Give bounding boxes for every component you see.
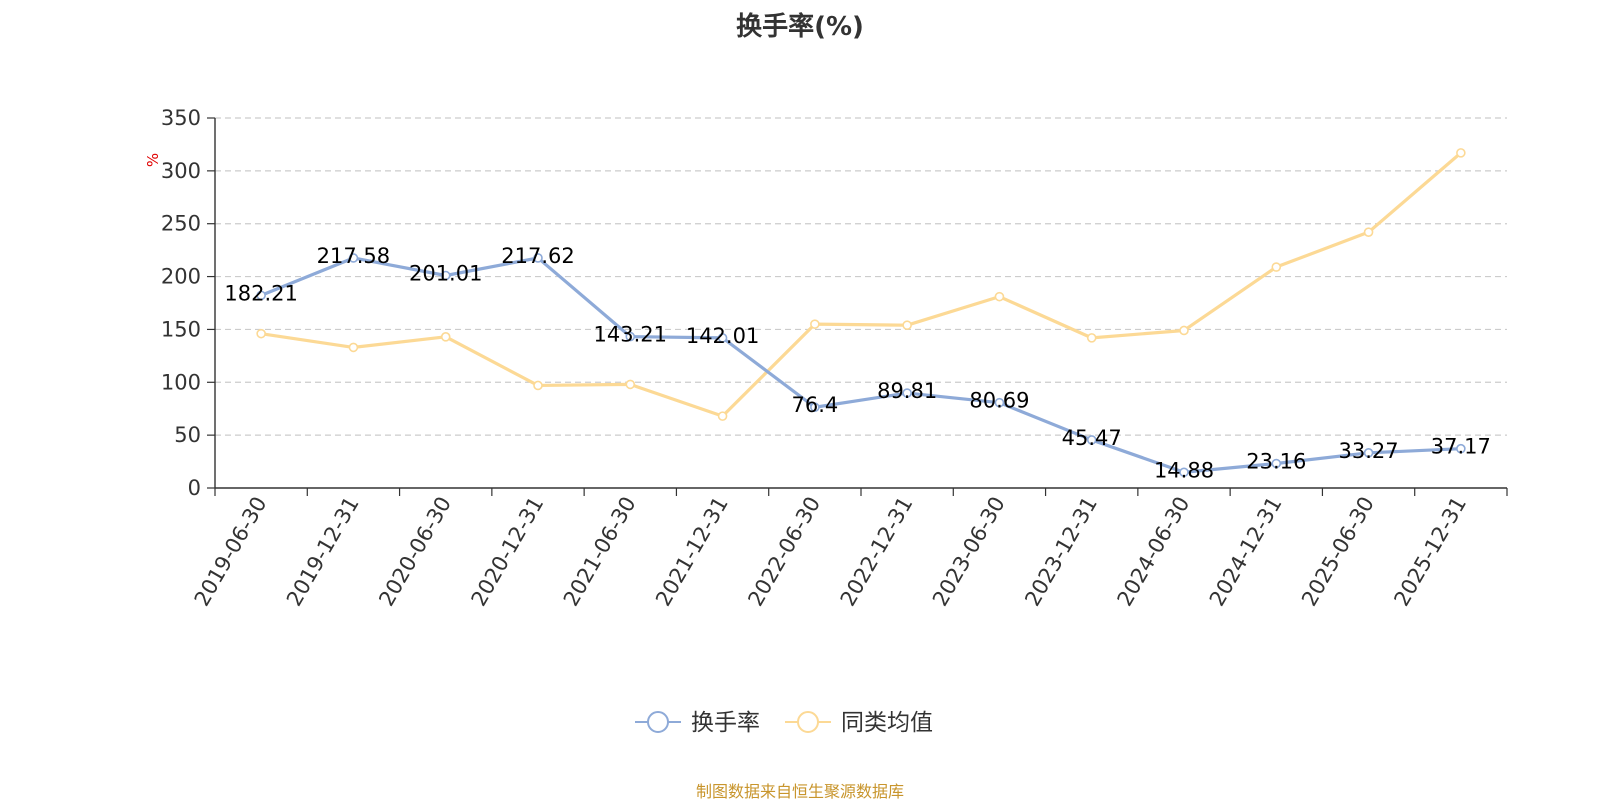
data-point[interactable] [902, 388, 912, 398]
legend-marker [797, 711, 819, 733]
data-label: 80.69 [969, 389, 1029, 413]
data-point[interactable] [625, 331, 636, 342]
series-turnover-rate [256, 253, 1466, 478]
x-axis-ticks: 2019-06-30 2019-12-31 2020-06-30 2020-12-31… [190, 488, 1508, 611]
data-label: 33.27 [1339, 439, 1399, 463]
x-tick-label: 2022-06-30 [743, 493, 825, 611]
legend-label: 换手率 [691, 710, 760, 736]
data-label: 14.88 [1154, 458, 1214, 482]
legend-label: 同类均值 [841, 710, 933, 736]
data-point[interactable] [533, 380, 543, 391]
legend[interactable]: 换手率 同类均值 [635, 710, 933, 736]
y-tick-label: 200 [161, 265, 201, 289]
y-tick-label: 100 [161, 370, 201, 394]
x-tick-label: 2020-06-30 [374, 493, 456, 611]
data-label: 201.01 [409, 262, 482, 286]
y-axis-ticks: 0 50 100 150 200 250 300 350 [161, 106, 215, 500]
data-point[interactable] [440, 332, 451, 342]
series-line [260, 151, 1462, 418]
axes: % [144, 118, 1507, 489]
y-axis-unit: % [144, 153, 162, 167]
data-point[interactable] [440, 270, 451, 281]
x-tick-label: 2025-12-31 [1389, 493, 1471, 611]
x-tick-label: 2021-12-31 [651, 493, 733, 611]
y-tick-label: 300 [161, 159, 201, 183]
x-tick-label: 2022-12-31 [836, 493, 918, 611]
chart-title: 换手率(%) [736, 12, 864, 42]
data-point[interactable] [717, 411, 728, 421]
x-tick-label: 2021-06-30 [559, 493, 641, 611]
y-tick-label: 150 [161, 317, 201, 341]
x-tick-label: 2019-12-31 [282, 493, 364, 611]
data-point[interactable] [810, 402, 820, 413]
x-tick-label: 2023-06-30 [928, 493, 1010, 611]
legend-item-turnover-rate[interactable]: 换手率 [635, 710, 760, 736]
x-tick-label: 2023-12-31 [1020, 493, 1102, 611]
x-tick-label: 2024-06-30 [1113, 493, 1195, 611]
data-label: 23.16 [1246, 450, 1306, 474]
data-point[interactable] [1179, 467, 1189, 478]
data-label: 143.21 [594, 323, 667, 347]
legend-item-peer-average[interactable]: 同类均值 [785, 710, 933, 736]
data-label: 37.17 [1431, 435, 1491, 459]
data-point[interactable] [256, 328, 266, 339]
data-point[interactable] [348, 253, 359, 263]
data-label: 142.01 [686, 324, 759, 348]
data-label: 182.21 [224, 281, 297, 305]
data-label: 76.4 [791, 393, 838, 417]
y-tick-label: 0 [188, 476, 201, 500]
data-source-note: 制图数据来自恒生聚源数据库 [695, 782, 904, 801]
data-point[interactable] [994, 397, 1005, 408]
legend-marker [647, 711, 669, 733]
y-tick-label: 50 [174, 423, 201, 447]
data-point[interactable] [1363, 227, 1374, 237]
x-tick-label: 2025-06-30 [1297, 493, 1379, 611]
data-label: 217.62 [501, 244, 574, 268]
data-label: 89.81 [877, 379, 937, 403]
grid-lines [215, 117, 1507, 436]
data-point[interactable] [717, 333, 728, 343]
data-point[interactable] [348, 342, 359, 353]
data-point[interactable] [1086, 435, 1097, 445]
x-tick-label: 2020-12-31 [467, 493, 549, 611]
data-point[interactable] [1456, 148, 1466, 158]
data-point[interactable] [1456, 443, 1466, 454]
data-label: 45.47 [1062, 426, 1122, 450]
data-point[interactable] [994, 291, 1005, 302]
data-point[interactable] [1271, 458, 1282, 469]
data-labels: 182.21 217.58 201.01 217.62 143.21 142.01 76.4… [224, 244, 1491, 482]
x-tick-label: 2024-12-31 [1205, 493, 1287, 611]
series-line [260, 256, 1461, 474]
data-point[interactable] [810, 319, 820, 329]
x-tick-label: 2019-06-30 [190, 493, 272, 611]
data-point[interactable] [1363, 448, 1374, 458]
data-point[interactable] [1179, 325, 1189, 336]
data-point[interactable] [625, 379, 636, 390]
data-point[interactable] [256, 290, 266, 301]
y-tick-label: 250 [161, 212, 201, 236]
series-layer [256, 148, 1466, 478]
data-point[interactable] [1271, 262, 1282, 272]
series-peer-average [256, 148, 1466, 421]
data-point[interactable] [902, 320, 912, 331]
data-point[interactable] [533, 253, 543, 263]
y-tick-label: 350 [161, 106, 201, 130]
data-label: 217.58 [317, 244, 390, 268]
data-point[interactable] [1086, 333, 1097, 343]
